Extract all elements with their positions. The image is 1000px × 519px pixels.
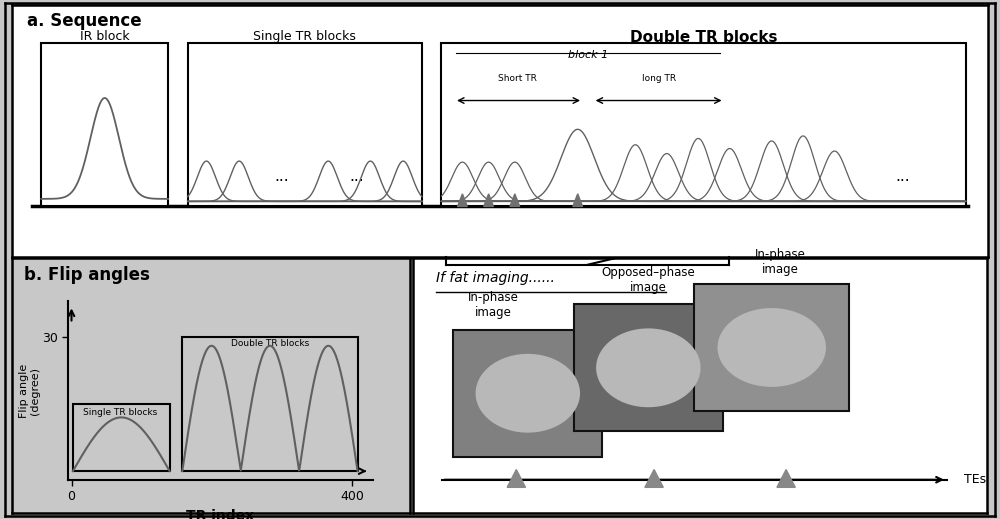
- Text: Single TR blocks: Single TR blocks: [253, 30, 356, 43]
- Bar: [574, 304, 723, 431]
- Polygon shape: [777, 470, 795, 487]
- Text: If fat imaging......: If fat imaging......: [436, 271, 555, 285]
- Text: ...: ...: [895, 169, 910, 184]
- Text: In-phase
image: In-phase image: [755, 248, 806, 276]
- Text: block 1: block 1: [568, 50, 608, 60]
- X-axis label: TR index: TR index: [186, 509, 255, 519]
- Text: IR block: IR block: [80, 30, 130, 43]
- Y-axis label: Flip angle
(degree): Flip angle (degree): [19, 363, 40, 418]
- Ellipse shape: [596, 329, 701, 407]
- Text: long TR: long TR: [642, 74, 676, 83]
- Polygon shape: [645, 470, 663, 487]
- Ellipse shape: [718, 308, 826, 387]
- Bar: [441, 43, 966, 207]
- Bar: [182, 337, 358, 471]
- Bar: [41, 43, 168, 207]
- Text: ...: ...: [274, 169, 289, 184]
- Polygon shape: [507, 470, 526, 487]
- Polygon shape: [458, 194, 467, 207]
- Bar: [188, 43, 422, 207]
- Polygon shape: [510, 194, 520, 207]
- Text: Short TR: Short TR: [498, 74, 537, 83]
- Text: In-phase
image: In-phase image: [468, 292, 519, 320]
- Text: Double TR blocks: Double TR blocks: [630, 30, 777, 45]
- Bar: [73, 404, 170, 471]
- Bar: [453, 330, 602, 457]
- Bar: [694, 284, 849, 411]
- Text: Double TR blocks: Double TR blocks: [231, 339, 309, 348]
- Polygon shape: [573, 194, 583, 207]
- Text: ...: ...: [349, 169, 364, 184]
- Polygon shape: [484, 194, 493, 207]
- Bar: [446, 60, 729, 186]
- Text: Single TR blocks: Single TR blocks: [83, 408, 158, 417]
- Ellipse shape: [476, 354, 580, 433]
- Text: TEs: TEs: [964, 473, 986, 486]
- Text: a. Sequence: a. Sequence: [27, 12, 141, 30]
- Text: b. Flip angles: b. Flip angles: [24, 266, 150, 284]
- Text: Opposed–phase
image: Opposed–phase image: [601, 266, 695, 294]
